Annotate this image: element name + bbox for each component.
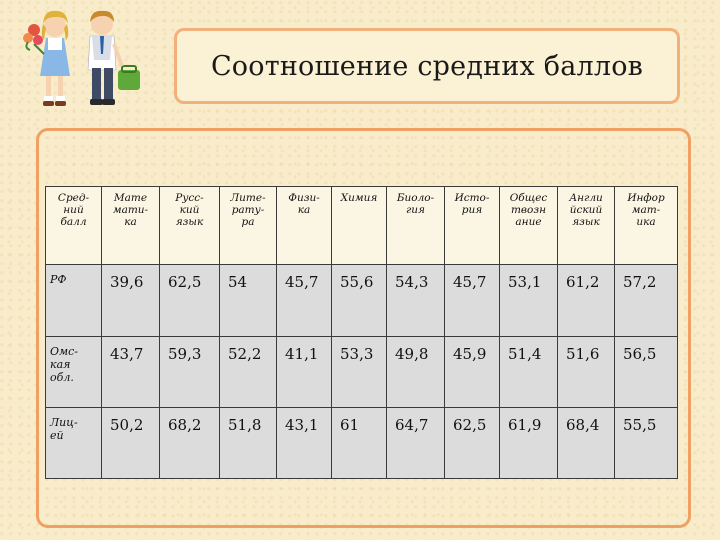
header-cell: Сред-ний балл <box>45 186 102 265</box>
title-box: Соотношение средних баллов <box>174 28 680 104</box>
header-cell: Русс-кий язык <box>159 186 220 265</box>
score-cell: 61,9 <box>499 407 558 479</box>
score-cell: 54,3 <box>386 264 445 337</box>
score-cell: 55,5 <box>614 407 678 479</box>
boy-figure-icon <box>87 10 140 105</box>
score-cell: 51,4 <box>499 336 558 408</box>
row-label-cell: Лиц-ей <box>45 407 102 479</box>
header-cell: Биоло-гия <box>386 186 445 265</box>
score-cell: 61 <box>331 407 387 479</box>
score-cell: 45,7 <box>444 264 500 337</box>
score-cell: 62,5 <box>159 264 220 337</box>
score-cell: 53,1 <box>499 264 558 337</box>
header-cell: Общес твозн ание <box>499 186 558 265</box>
header-cell: Лите-рату-ра <box>219 186 277 265</box>
score-cell: 64,7 <box>386 407 445 479</box>
header-cell: Физи-ка <box>276 186 332 265</box>
header-row: Сред-ний балл Мате мати-ка Русс-кий язык Ли… <box>45 186 678 265</box>
table-row: Омс-кая обл. 43,7 59,3 52,2 41,1 53,3 49,8 45,9 5… <box>45 336 678 408</box>
score-cell: 55,6 <box>331 264 387 337</box>
schoolchildren-illustration-icon <box>23 10 140 106</box>
score-cell: 61,2 <box>557 264 615 337</box>
score-cell: 57,2 <box>614 264 678 337</box>
score-cell: 45,9 <box>444 336 500 408</box>
score-cell: 51,6 <box>557 336 615 408</box>
score-cell: 41,1 <box>276 336 332 408</box>
score-cell: 68,4 <box>557 407 615 479</box>
score-cell: 43,1 <box>276 407 332 479</box>
header-cell: Исто-рия <box>444 186 500 265</box>
score-cell: 45,7 <box>276 264 332 337</box>
score-cell: 52,2 <box>219 336 277 408</box>
table-frame <box>36 128 691 528</box>
table-row: РФ 39,6 62,5 54 45,7 55,6 54,3 45,7 53,1 61,2 57,2 <box>45 264 678 337</box>
scores-table: Сред-ний балл Мате мати-ка Русс-кий язык Ли… <box>45 186 678 479</box>
score-cell: 54 <box>219 264 277 337</box>
row-label-cell: Омс-кая обл. <box>45 336 102 408</box>
slide-title: Соотношение средних баллов <box>210 50 644 82</box>
header-cell: Инфор мат-ика <box>614 186 678 265</box>
score-cell: 39,6 <box>101 264 160 337</box>
table-row: Лиц-ей 50,2 68,2 51,8 43,1 61 64,7 62,5 61,9 68,4… <box>45 407 678 479</box>
score-cell: 53,3 <box>331 336 387 408</box>
score-cell: 59,3 <box>159 336 220 408</box>
header-cell: Химия <box>331 186 387 265</box>
header-cell: Англи йский язык <box>557 186 615 265</box>
score-cell: 51,8 <box>219 407 277 479</box>
score-cell: 49,8 <box>386 336 445 408</box>
score-cell: 62,5 <box>444 407 500 479</box>
score-cell: 56,5 <box>614 336 678 408</box>
header-cell: Мате мати-ка <box>101 186 160 265</box>
girl-figure-icon <box>23 10 70 106</box>
score-cell: 43,7 <box>101 336 160 408</box>
score-cell: 50,2 <box>101 407 160 479</box>
score-cell: 68,2 <box>159 407 220 479</box>
row-label-cell: РФ <box>45 264 102 337</box>
